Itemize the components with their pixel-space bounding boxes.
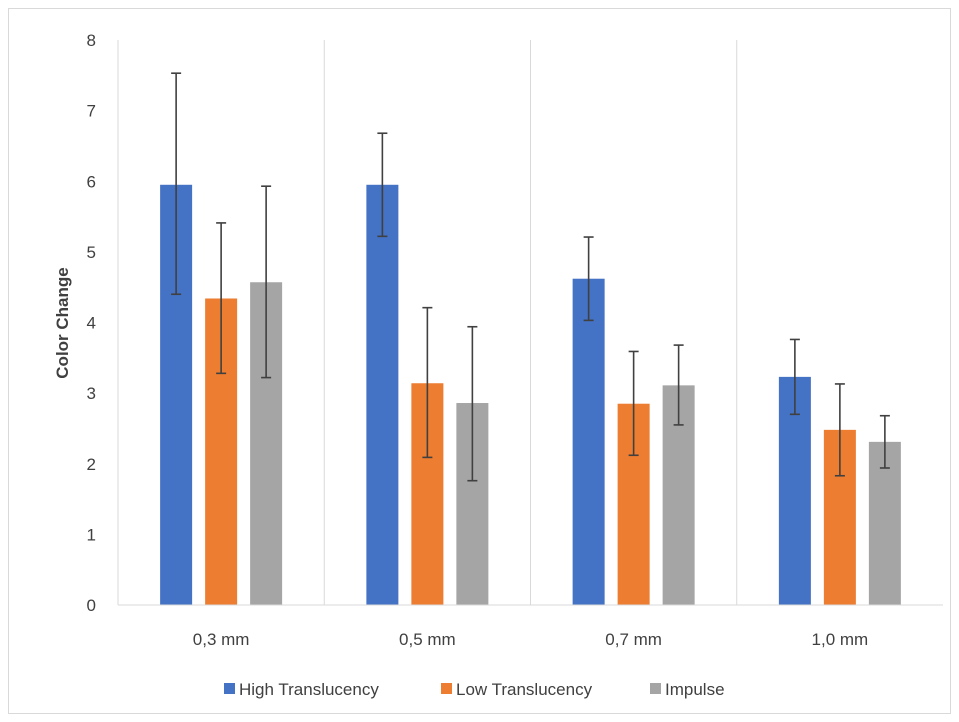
y-tick-label: 8	[87, 31, 96, 50]
y-tick-label: 7	[87, 102, 96, 121]
x-tick-label: 1,0 mm	[812, 630, 869, 649]
error-bars	[171, 72, 890, 482]
bar	[366, 184, 399, 605]
y-tick-label: 3	[87, 384, 96, 403]
legend-label: Low Translucency	[456, 680, 593, 699]
x-tick-label: 0,3 mm	[193, 630, 250, 649]
y-axis-title: Color Change	[53, 267, 72, 378]
x-tick-label: 0,7 mm	[605, 630, 662, 649]
y-tick-label: 1	[87, 525, 96, 544]
bars	[160, 184, 901, 605]
bar	[868, 441, 901, 605]
x-tick-label: 0,5 mm	[399, 630, 456, 649]
legend: High Translucency Low Translucency Impulse	[224, 680, 725, 699]
y-tick-label: 2	[87, 455, 96, 474]
legend-label: Impulse	[665, 680, 725, 699]
axes: 0 1 2 3 4 5 6 7 8 0,3 mm 0,5 mm 0,7 mm 1,0 mm	[87, 31, 943, 649]
y-tick-label: 6	[87, 172, 96, 191]
legend-swatch	[650, 683, 661, 694]
chart-border	[8, 8, 951, 714]
bar	[572, 278, 605, 605]
legend-swatch	[224, 683, 235, 694]
y-tick-label: 4	[87, 314, 96, 333]
legend-label: High Translucency	[239, 680, 379, 699]
grid-lines	[323, 40, 738, 605]
y-tick-label: 0	[87, 596, 96, 615]
y-tick-label: 5	[87, 243, 96, 262]
legend-swatch	[441, 683, 452, 694]
